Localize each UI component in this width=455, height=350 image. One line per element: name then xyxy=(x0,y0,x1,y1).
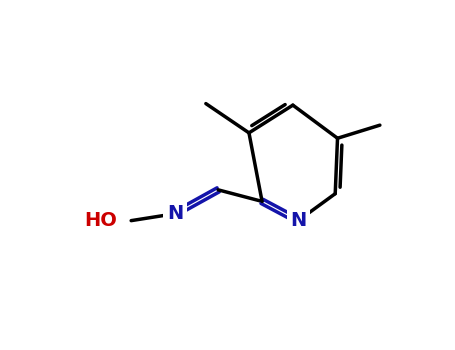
Text: N: N xyxy=(167,204,183,223)
Text: N: N xyxy=(290,211,306,230)
Text: HO: HO xyxy=(84,211,117,230)
